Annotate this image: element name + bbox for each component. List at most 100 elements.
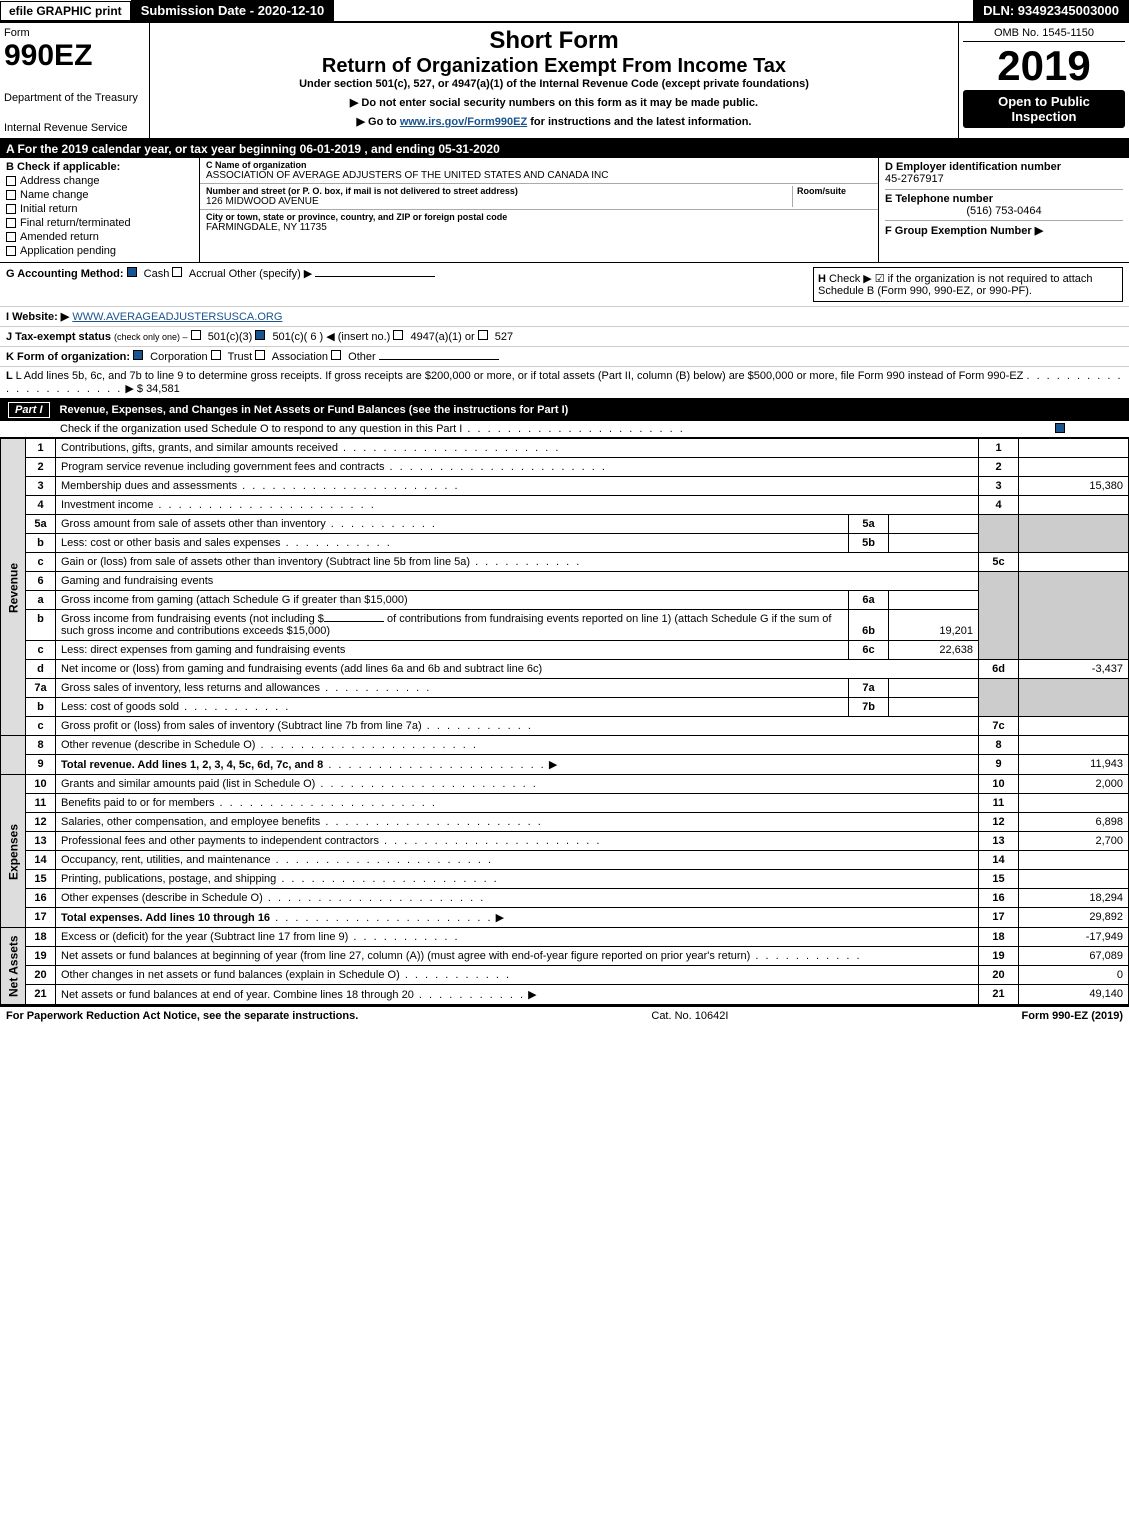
omb-number: OMB No. 1545-1150 xyxy=(963,27,1125,42)
checkbox-amended[interactable] xyxy=(6,232,16,242)
line-19-valnum: 19 xyxy=(979,947,1019,966)
line-8-val xyxy=(1019,736,1129,755)
column-c: C Name of organization ASSOCIATION OF AV… xyxy=(200,158,879,262)
checkbox-4947[interactable] xyxy=(393,330,403,340)
line-19-num: 19 xyxy=(26,947,56,966)
line-10-valnum: 10 xyxy=(979,775,1019,794)
line-8-num: 8 xyxy=(26,736,56,755)
k-label: K Form of organization: xyxy=(6,351,130,363)
checkbox-trust[interactable] xyxy=(211,350,221,360)
line-6c-subnum: 6c xyxy=(849,641,889,660)
checkbox-501c3[interactable] xyxy=(191,330,201,340)
line-7c-val xyxy=(1019,717,1129,736)
line-20-num: 20 xyxy=(26,966,56,985)
line-5c-valnum: 5c xyxy=(979,553,1019,572)
line-15-num: 15 xyxy=(26,870,56,889)
line-j: J Tax-exempt status (check only one) – 5… xyxy=(0,326,1129,346)
checkbox-final-return[interactable] xyxy=(6,218,16,228)
i-label: I Website: ▶ xyxy=(6,311,69,323)
line-5b-num: b xyxy=(26,534,56,553)
line-14-val xyxy=(1019,851,1129,870)
header-center: Short Form Return of Organization Exempt… xyxy=(150,23,959,138)
line-21-desc: Net assets or fund balances at end of ye… xyxy=(61,989,414,1001)
tax-year: 2019 xyxy=(963,42,1125,90)
line-5c-val xyxy=(1019,553,1129,572)
org-street: 126 MIDWOOD AVENUE xyxy=(206,196,792,207)
d-label: D Employer identification number xyxy=(885,161,1123,173)
short-form-title: Short Form xyxy=(154,27,954,55)
line-14-desc: Occupancy, rent, utilities, and maintena… xyxy=(61,854,493,866)
checkbox-other-org[interactable] xyxy=(331,350,341,360)
line-9-num: 9 xyxy=(26,755,56,775)
checkbox-527[interactable] xyxy=(478,330,488,340)
line-6c-subval: 22,638 xyxy=(889,641,979,660)
l-prefix: L xyxy=(6,370,16,382)
line-19-desc: Net assets or fund balances at beginning… xyxy=(61,950,862,962)
line-7b-subval xyxy=(889,698,979,717)
line-8-desc: Other revenue (describe in Schedule O) xyxy=(61,739,478,751)
line-8-valnum: 8 xyxy=(979,736,1019,755)
website-link[interactable]: WWW.AVERAGEADJUSTERSUSCA.ORG xyxy=(72,311,282,323)
line-7b-subnum: 7b xyxy=(849,698,889,717)
checkbox-association[interactable] xyxy=(255,350,265,360)
line-5a-subval xyxy=(889,515,979,534)
line-g-h: G Accounting Method: Cash Accrual Other … xyxy=(0,263,1129,306)
527-label: 527 xyxy=(495,331,513,343)
line-1-num: 1 xyxy=(26,439,56,458)
irs-label: Internal Revenue Service xyxy=(4,122,145,134)
checkbox-corporation[interactable] xyxy=(133,350,143,360)
checkbox-501c[interactable] xyxy=(255,330,265,340)
dln-label: DLN: 93492345003000 xyxy=(973,0,1129,21)
instr2-pre: ▶ Go to xyxy=(357,116,400,128)
trust-label: Trust xyxy=(228,351,253,363)
line-6d-num: d xyxy=(26,660,56,679)
line-6a-num: a xyxy=(26,591,56,610)
line-21-valnum: 21 xyxy=(979,985,1019,1005)
checkbox-accrual[interactable] xyxy=(172,267,182,277)
line-5c-num: c xyxy=(26,553,56,572)
line-12-valnum: 12 xyxy=(979,813,1019,832)
checkbox-address-change[interactable] xyxy=(6,176,16,186)
net-assets-tab: Net Assets xyxy=(1,928,26,1005)
line-6-num: 6 xyxy=(26,572,56,591)
cash-label: Cash xyxy=(144,268,170,280)
line-15-val xyxy=(1019,870,1129,889)
name-change-label: Name change xyxy=(20,189,89,201)
efile-print-label[interactable]: efile GRAPHIC print xyxy=(0,1,131,21)
accrual-label: Accrual xyxy=(189,268,226,280)
line-1-desc: Contributions, gifts, grants, and simila… xyxy=(61,442,560,454)
line-20-val: 0 xyxy=(1019,966,1129,985)
form-header: Form 990EZ Department of the Treasury In… xyxy=(0,23,1129,140)
instruction-1: ▶ Do not enter social security numbers o… xyxy=(154,96,954,109)
line-6a-subval xyxy=(889,591,979,610)
line-16-valnum: 16 xyxy=(979,889,1019,908)
line-i: I Website: ▶ WWW.AVERAGEADJUSTERSUSCA.OR… xyxy=(0,306,1129,326)
h-text: Check ▶ ☑ if the organization is not req… xyxy=(818,273,1093,297)
line-3-val: 15,380 xyxy=(1019,477,1129,496)
page-footer: For Paperwork Reduction Act Notice, see … xyxy=(0,1005,1129,1025)
checkbox-initial-return[interactable] xyxy=(6,204,16,214)
line-16-num: 16 xyxy=(26,889,56,908)
line-6a-desc: Gross income from gaming (attach Schedul… xyxy=(56,591,849,610)
line-11-desc: Benefits paid to or for members xyxy=(61,797,437,809)
checkbox-cash[interactable] xyxy=(127,267,137,277)
checkbox-app-pending[interactable] xyxy=(6,246,16,256)
h-label: H xyxy=(818,273,826,285)
line-17-arrow: ▶ xyxy=(496,912,504,924)
footer-mid: Cat. No. 10642I xyxy=(651,1010,728,1022)
501c-label: 501(c)( 6 ) ◀ (insert no.) xyxy=(272,331,390,343)
f-label: F Group Exemption Number ▶ xyxy=(885,225,1043,237)
expenses-tab: Expenses xyxy=(1,775,26,928)
line-6b-desc: Gross income from fundraising events (no… xyxy=(56,610,849,641)
line-9-arrow: ▶ xyxy=(549,759,557,771)
line-18-valnum: 18 xyxy=(979,928,1019,947)
revenue-tab: Revenue xyxy=(1,439,26,736)
irs-link[interactable]: www.irs.gov/Form990EZ xyxy=(400,116,527,128)
line-4-valnum: 4 xyxy=(979,496,1019,515)
line-19-val: 67,089 xyxy=(1019,947,1129,966)
app-pending-label: Application pending xyxy=(20,245,116,257)
checkbox-schedule-o[interactable] xyxy=(1055,423,1065,433)
line-2-val xyxy=(1019,458,1129,477)
checkbox-name-change[interactable] xyxy=(6,190,16,200)
header-left: Form 990EZ Department of the Treasury In… xyxy=(0,23,150,138)
